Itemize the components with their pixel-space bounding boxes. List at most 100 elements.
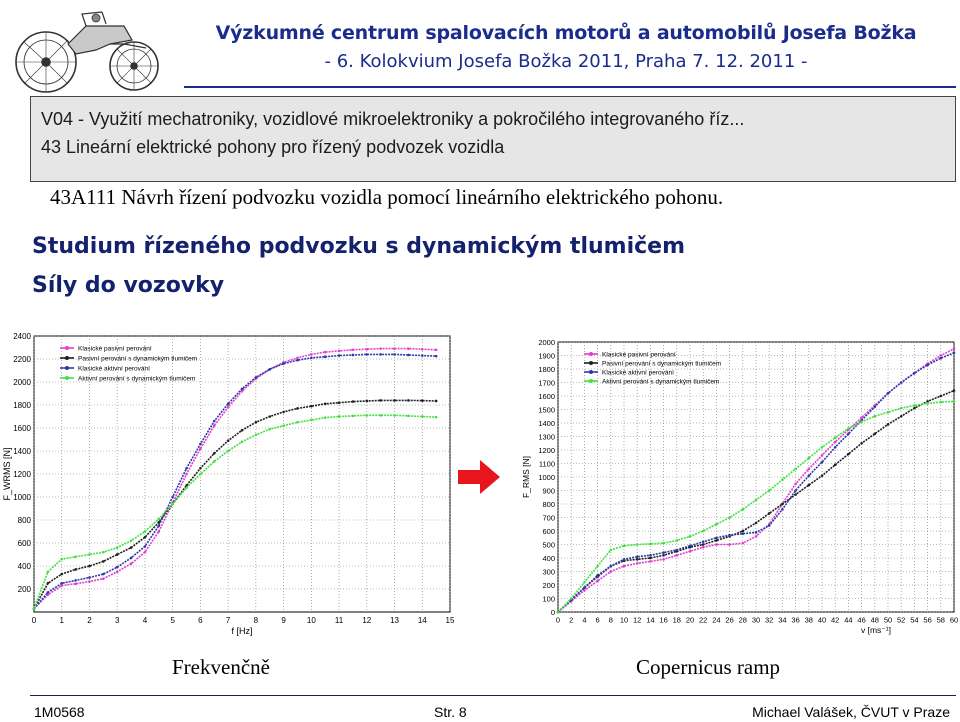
data-point <box>74 582 77 586</box>
legend-entry: Klasické pasivní perování <box>602 352 676 359</box>
y-tick-label: 1900 <box>538 352 555 361</box>
data-point <box>754 498 758 502</box>
y-tick-label: 1800 <box>13 401 31 410</box>
legend-entry: Pasivní perování s dynamickým tlumičem <box>602 361 721 368</box>
data-point <box>754 531 758 534</box>
data-point <box>74 568 77 571</box>
data-point <box>833 463 837 467</box>
x-tick-label: 4 <box>582 616 586 625</box>
y-tick-label: 600 <box>18 539 32 548</box>
topic-line: 43A111 Návrh řízení podvozku vozidla pom… <box>50 185 724 209</box>
data-point <box>199 466 202 470</box>
data-point <box>212 452 216 455</box>
x-axis-label: f [Hz] <box>231 626 252 636</box>
y-tick-label: 1600 <box>13 424 31 433</box>
data-point <box>820 460 824 464</box>
data-point <box>899 406 903 410</box>
series-line <box>33 347 437 610</box>
x-tick-label: 14 <box>418 616 427 625</box>
data-point <box>420 354 424 357</box>
data-point <box>240 387 244 391</box>
data-point <box>741 541 745 545</box>
x-tick-label: 3 <box>115 616 120 625</box>
caption-left: Frekvenčně <box>172 655 270 679</box>
y-tick-label: 400 <box>542 554 555 563</box>
data-point <box>143 550 147 554</box>
data-point <box>115 546 119 549</box>
data-point <box>115 553 119 556</box>
y-tick-label: 1400 <box>538 419 555 428</box>
data-point <box>873 414 877 418</box>
data-point <box>820 474 824 477</box>
data-point <box>913 406 916 410</box>
data-point <box>393 414 396 417</box>
data-point <box>609 570 613 573</box>
data-point <box>282 410 285 414</box>
data-point <box>873 432 877 436</box>
data-point <box>226 406 230 409</box>
footer-project-code: 1M0568 <box>34 704 85 720</box>
y-tick-label: 1200 <box>13 470 31 479</box>
x-tick-label: 36 <box>791 616 799 625</box>
data-point <box>282 362 285 365</box>
data-point <box>143 535 147 539</box>
x-tick-label: 2 <box>569 616 573 625</box>
data-point <box>102 577 105 580</box>
legend-marker <box>589 379 593 383</box>
data-point <box>434 399 438 403</box>
y-tick-label: 100 <box>542 595 555 604</box>
data-point <box>393 353 396 356</box>
footer-author: Michael Valášek, ČVUT v Praze <box>752 704 950 720</box>
data-point <box>583 581 586 584</box>
institution-title: Výzkumné centrum spalovacích motorů a au… <box>215 22 917 44</box>
data-point <box>296 407 299 410</box>
data-point <box>60 584 64 587</box>
data-point <box>807 467 811 471</box>
data-point <box>337 401 341 404</box>
data-point <box>781 502 784 506</box>
x-tick-label: 1 <box>60 616 65 625</box>
x-tick-label: 44 <box>844 616 852 625</box>
data-point <box>434 348 438 352</box>
data-point <box>157 530 161 533</box>
data-point <box>199 472 202 476</box>
data-point <box>240 429 244 432</box>
data-point <box>635 543 639 546</box>
data-point <box>46 570 50 574</box>
data-point <box>569 597 573 600</box>
x-tick-label: 42 <box>831 616 839 625</box>
data-point <box>649 560 652 563</box>
data-point <box>794 482 797 486</box>
data-point <box>420 399 424 402</box>
data-point <box>268 427 272 431</box>
y-tick-label: 2000 <box>538 338 555 347</box>
data-point <box>365 414 369 417</box>
data-point <box>393 399 396 402</box>
data-point <box>115 570 119 574</box>
x-tick-label: 8 <box>609 616 613 625</box>
data-point <box>185 472 188 476</box>
x-tick-label: 60 <box>950 616 958 625</box>
y-tick-label: 1000 <box>13 493 31 502</box>
data-point <box>939 400 943 404</box>
data-point <box>337 354 341 357</box>
data-point <box>310 418 313 422</box>
data-point <box>926 363 929 367</box>
x-tick-label: 12 <box>633 616 641 625</box>
data-point <box>379 347 382 350</box>
data-point <box>767 524 771 527</box>
data-point <box>622 544 626 548</box>
data-point <box>351 348 355 352</box>
data-point <box>913 404 916 407</box>
data-point <box>226 439 230 442</box>
legend-entry: Aktivní perování s dynamickým tlumičem <box>602 379 719 386</box>
data-point <box>185 484 188 487</box>
data-point <box>833 446 837 449</box>
y-tick-label: 2000 <box>13 378 31 387</box>
data-point <box>820 446 824 449</box>
x-tick-label: 54 <box>910 616 918 625</box>
y-tick-label: 600 <box>542 527 555 536</box>
data-point <box>701 543 705 546</box>
footer-divider <box>30 695 956 696</box>
x-tick-label: 56 <box>923 616 931 625</box>
